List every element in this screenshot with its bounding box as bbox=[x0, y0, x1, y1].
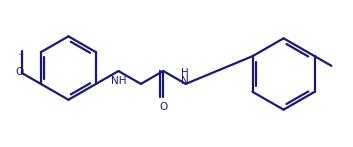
Text: methoxy: methoxy bbox=[19, 54, 25, 55]
Text: N: N bbox=[181, 76, 189, 86]
Text: O: O bbox=[16, 67, 24, 77]
Text: O: O bbox=[159, 102, 167, 112]
Text: H: H bbox=[181, 68, 189, 78]
Text: NH: NH bbox=[111, 76, 126, 86]
